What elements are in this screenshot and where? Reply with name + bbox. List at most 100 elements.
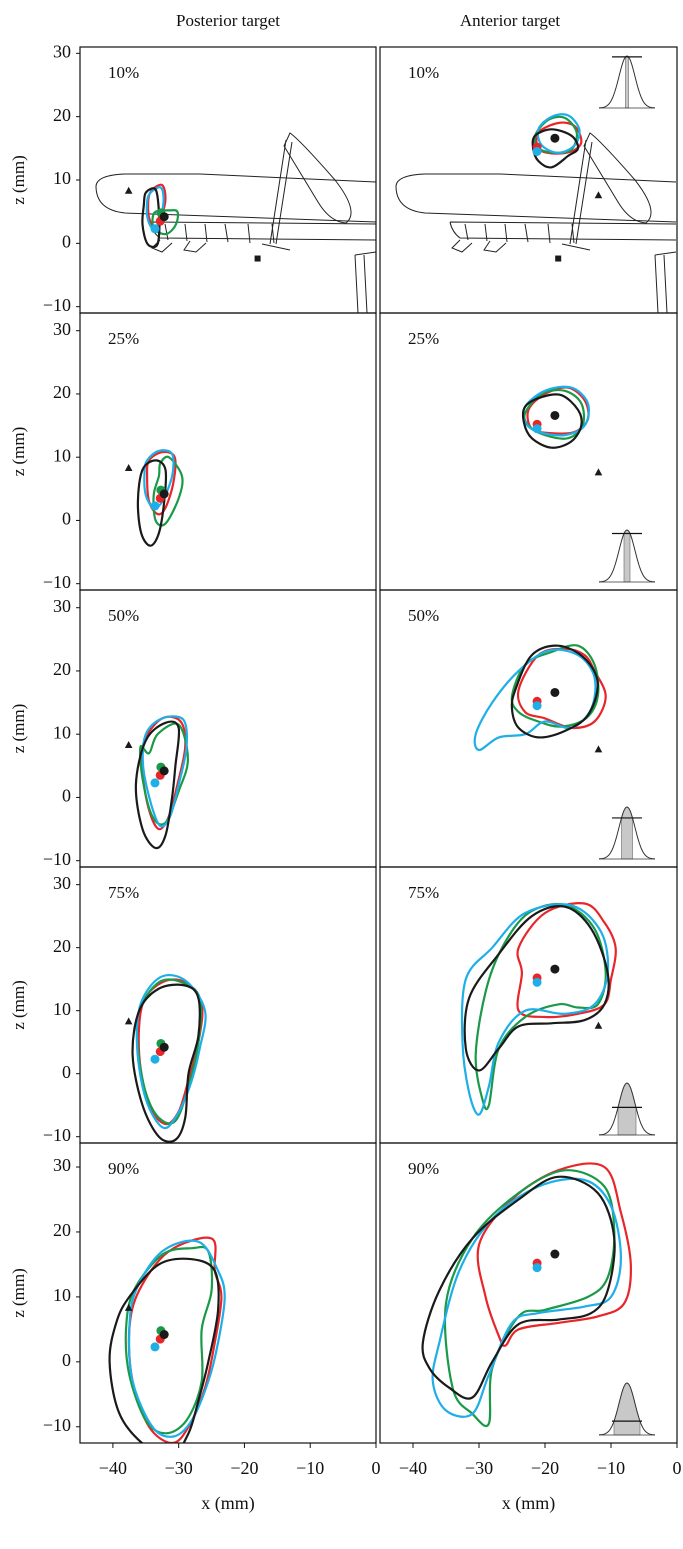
centroid [550,687,560,697]
centroid [532,1263,542,1273]
y-tick-label: 20 [53,105,71,125]
centroid [550,964,560,974]
y-tick-label: 10 [53,445,71,465]
y-tick-label: −10 [43,572,71,592]
x-tick-label: −30 [465,1458,493,1478]
y-tick-label: 10 [53,168,71,188]
square-marker [555,255,562,262]
inset-curve [598,1082,656,1136]
panel [531,55,656,262]
inset-area [617,1082,637,1136]
centroid [532,424,542,434]
panel [108,1236,226,1443]
y-tick-label: 20 [53,1220,71,1240]
contour [463,905,610,1072]
inset-curve [598,1382,656,1436]
y-tick-label: 10 [53,1285,71,1305]
centroid [159,212,169,222]
contour [510,644,599,739]
y-tick-label: 0 [62,1062,71,1082]
triangle-marker [594,468,603,476]
y-tick-label: −10 [43,1415,71,1435]
centroid [159,1330,169,1340]
triangle-marker [124,463,133,471]
triangle-marker [594,191,603,199]
column-title: Posterior target [176,11,280,30]
inset-area [625,55,629,109]
y-tick-label: 30 [53,873,71,893]
y-tick-label: 30 [53,596,71,616]
grasshopper [395,132,677,313]
centroid [532,147,542,156]
y-tick-label: 30 [53,41,71,61]
panel [473,644,656,860]
contour [108,1257,220,1443]
panel [521,385,656,583]
contour [431,1177,623,1418]
centroid [150,1054,160,1064]
contour [136,459,168,547]
centroid [550,133,560,143]
y-axis-label: z (mm) [9,155,28,205]
x-tick-label: −10 [597,1458,625,1478]
contour [127,1239,226,1438]
y-tick-label: 10 [53,722,71,742]
contour [141,187,161,249]
y-tick-label: 20 [53,382,71,402]
triangle-marker [594,1021,603,1029]
triangle-marker [124,740,133,748]
x-tick-label: −40 [99,1458,127,1478]
contour [145,450,177,516]
grasshopper [95,132,376,313]
triangle-marker [124,1017,133,1025]
panel [124,183,261,262]
panel-label: 90% [408,1159,439,1178]
centroid [550,410,560,420]
panel [421,1162,656,1436]
y-tick-label: 10 [53,999,71,1019]
y-tick-label: −10 [43,849,71,869]
centroid [532,977,542,987]
inset-curve [598,806,656,860]
y-tick-label: 30 [53,319,71,339]
panel-frame [379,1142,678,1444]
y-tick-label: 20 [53,936,71,956]
y-tick-label: 0 [62,786,71,806]
inset-area [623,529,631,583]
contour [521,393,583,449]
triangle-marker [124,1303,133,1311]
centroid [150,224,160,234]
y-tick-label: −10 [43,1125,71,1145]
column-title: Anterior target [460,11,561,30]
x-axis-label: x (mm) [502,1493,556,1514]
contour [460,903,610,1116]
panel-label: 25% [108,329,139,348]
panel-frame [79,589,377,868]
y-tick-label: −10 [43,295,71,315]
panel-frame [79,312,377,591]
triangle-marker [124,186,133,194]
contour [131,983,201,1143]
centroid [159,1042,169,1052]
x-axis-label: x (mm) [201,1493,255,1514]
centroid [159,766,169,776]
x-tick-label: −20 [531,1458,559,1478]
x-tick-label: −10 [296,1458,324,1478]
x-tick-label: −40 [399,1458,427,1478]
contour [135,978,203,1125]
panel-frame [79,866,377,1144]
panel-label: 75% [108,883,139,902]
y-axis-label: z (mm) [9,1268,28,1318]
contour [124,1245,214,1435]
panel [124,449,184,547]
contour [476,1162,632,1347]
centroid [159,489,169,499]
panel-label: 90% [108,1159,139,1178]
contour [134,720,181,850]
contour [138,722,190,826]
inset-area [621,806,633,860]
x-tick-label: −20 [230,1458,258,1478]
y-tick-label: 30 [53,1155,71,1175]
y-tick-label: 0 [62,509,71,529]
panel-frame [379,312,678,591]
